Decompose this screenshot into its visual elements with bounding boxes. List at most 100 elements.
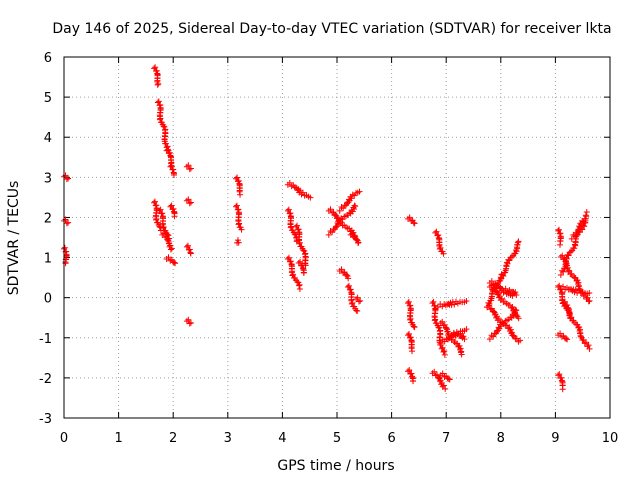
data-point <box>161 123 168 130</box>
data-point <box>238 226 245 233</box>
data-point <box>568 235 575 242</box>
data-point <box>506 257 513 264</box>
data-point <box>296 239 303 246</box>
data-point <box>171 259 178 266</box>
y-tick-label: 5 <box>44 91 52 106</box>
data-point <box>184 242 191 249</box>
data-point <box>234 174 241 181</box>
x-tick-label: 5 <box>333 431 341 446</box>
data-points <box>61 64 593 393</box>
data-point <box>168 162 175 169</box>
data-point <box>488 305 495 312</box>
x-tick-label: 4 <box>278 431 286 446</box>
data-point <box>151 198 158 205</box>
data-point <box>355 239 362 246</box>
data-point <box>325 231 332 238</box>
data-point <box>441 347 448 354</box>
data-point <box>168 245 175 252</box>
y-tick-label: 3 <box>44 171 52 186</box>
data-point <box>583 209 590 216</box>
data-point <box>576 224 583 231</box>
data-point <box>439 318 446 325</box>
data-point <box>512 289 519 296</box>
data-point <box>345 282 352 289</box>
data-point <box>581 340 588 347</box>
data-point <box>571 245 578 252</box>
data-point <box>345 275 352 282</box>
data-point <box>62 216 69 223</box>
data-point <box>62 172 69 179</box>
data-point <box>558 286 565 293</box>
chart-title: Day 146 of 2025, Sidereal Day-to-day VTE… <box>52 21 611 37</box>
data-point <box>157 206 164 213</box>
data-point <box>338 215 345 222</box>
data-point <box>497 323 504 330</box>
data-point <box>443 325 450 332</box>
data-point <box>299 262 306 269</box>
data-point <box>185 316 192 323</box>
data-point <box>560 268 567 275</box>
data-point <box>576 323 583 330</box>
data-point <box>160 223 167 230</box>
y-axis-label: SDTVAR / TECUs <box>6 181 22 296</box>
data-point <box>186 200 193 207</box>
data-point <box>441 351 448 358</box>
data-point <box>411 324 418 331</box>
data-point <box>461 336 468 343</box>
data-point <box>186 246 193 253</box>
data-point <box>329 229 336 236</box>
data-point <box>557 330 564 337</box>
data-point <box>445 375 452 382</box>
data-point <box>571 233 578 240</box>
data-point <box>65 219 72 226</box>
data-point <box>336 207 343 214</box>
data-point <box>580 293 587 300</box>
data-point <box>463 326 470 333</box>
data-point <box>187 250 194 257</box>
data-point <box>581 215 588 222</box>
data-point <box>491 285 498 292</box>
data-point <box>299 189 306 196</box>
x-tick-label: 3 <box>224 431 232 446</box>
data-point <box>559 252 566 259</box>
data-point <box>343 272 350 279</box>
data-point <box>586 297 593 304</box>
data-point <box>185 196 192 203</box>
data-point <box>172 260 179 267</box>
data-point <box>437 244 444 251</box>
x-tick-label: 6 <box>387 431 395 446</box>
data-point <box>510 332 517 339</box>
data-point <box>584 294 591 301</box>
data-point <box>434 371 441 378</box>
y-tick-label: 1 <box>44 252 52 267</box>
data-point <box>430 298 437 305</box>
data-point <box>65 175 72 182</box>
data-point <box>556 226 563 233</box>
data-point <box>352 233 359 240</box>
data-point <box>559 386 566 393</box>
data-point <box>440 349 447 356</box>
data-point <box>446 376 453 383</box>
y-tick-label: 4 <box>44 131 52 146</box>
data-point <box>152 64 159 71</box>
data-point <box>343 200 350 207</box>
data-point <box>160 230 167 237</box>
data-point <box>585 342 592 349</box>
x-tick-label: 1 <box>114 431 122 446</box>
data-point <box>409 217 416 224</box>
data-point <box>431 368 438 375</box>
data-point <box>160 123 167 130</box>
data-point <box>167 163 174 170</box>
data-point <box>155 98 162 105</box>
x-tick-label: 2 <box>169 431 177 446</box>
data-point <box>285 254 292 261</box>
data-point <box>63 220 70 227</box>
data-point <box>408 370 415 377</box>
data-point <box>558 374 565 381</box>
data-point <box>346 209 353 216</box>
data-point <box>355 298 362 305</box>
data-point <box>166 149 173 156</box>
data-point <box>410 219 417 226</box>
data-point <box>586 289 593 296</box>
data-point <box>233 202 240 209</box>
